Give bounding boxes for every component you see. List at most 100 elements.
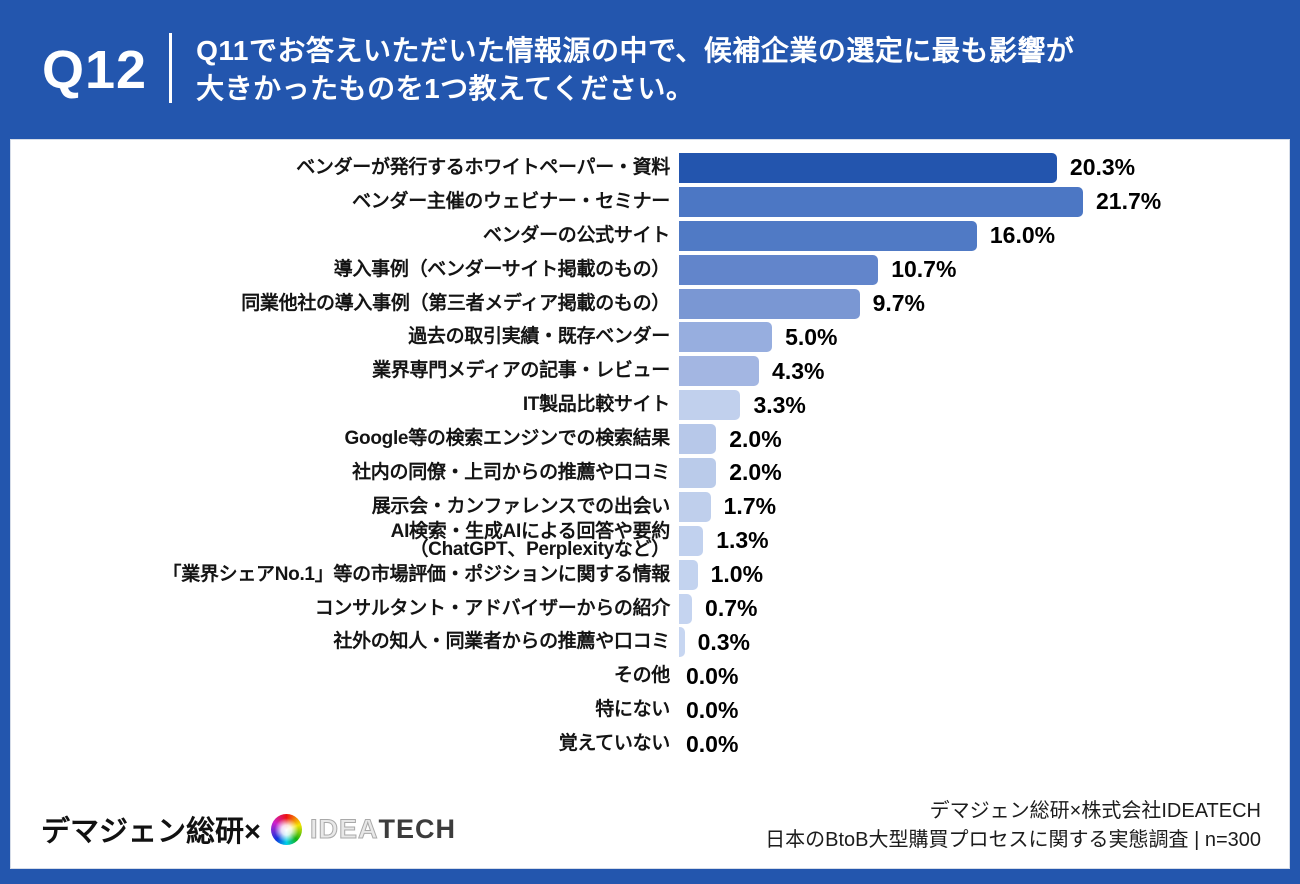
bar-area: 1.0%	[679, 558, 1289, 592]
value-label: 20.3%	[1069, 154, 1136, 181]
bar	[679, 525, 704, 556]
value-label: 1.0%	[710, 561, 764, 588]
logo-text-idea: IDEA	[309, 813, 379, 844]
value-label: 0.3%	[697, 628, 751, 655]
category-label: 覚えていない	[558, 733, 671, 755]
logo-text-tech: TECH	[378, 813, 456, 844]
value-label: 1.7%	[723, 493, 777, 520]
chart-row: 展示会・カンファレンスでの出会い 1.7%	[11, 490, 1289, 524]
bar	[679, 390, 741, 421]
chart-row: ベンダー主催のウェビナー・セミナー 21.7%	[11, 185, 1289, 219]
bar	[679, 254, 879, 285]
question-line-1: Q11でお答えいただいた情報源の中で、候補企業の選定に最も影響が	[196, 34, 1075, 66]
bar	[679, 593, 693, 624]
bar	[679, 491, 711, 522]
value-label: 2.0%	[729, 459, 782, 486]
bar-chart: ベンダーが発行するホワイトペーパー・資料 20.3% ベンダー主催のウェビナー・セミ…	[11, 151, 1289, 761]
category-label: 過去の取引実績・既存ベンダー	[408, 326, 670, 348]
category-label: ベンダーの公式サイト	[482, 224, 670, 246]
question-line-2: 大きかったものを1つ教えてください。	[196, 72, 695, 104]
source-line-2: 日本のBtoB大型購買プロセスに関する実態調査 | n=300	[765, 828, 1261, 851]
bar-area: 1.7%	[679, 490, 1289, 524]
ideatech-logo: IDEA TECH	[270, 813, 456, 845]
chart-row: 社外の知人・同業者からの推薦や口コミ 0.3%	[11, 625, 1289, 659]
category-label: コンサルタント・アドバイザーからの紹介	[314, 597, 671, 619]
bar	[679, 186, 1083, 217]
category-label: 特にない	[595, 699, 670, 721]
category-label: AI検索・生成AIによる回答や要約 （ChatGPT、Perplexityなど）	[390, 520, 671, 560]
value-label: 5.0%	[785, 323, 838, 350]
header-separator	[169, 32, 173, 103]
header: Q12 Q11でお答えいただいた情報源の中で、候補企業の選定に最も影響が 大きか…	[0, 0, 1300, 139]
value-label: 10.7%	[891, 256, 957, 283]
category-label: 展示会・カンファレンスでの出会い	[371, 495, 671, 517]
chart-card: ベンダーが発行するホワイトペーパー・資料 20.3% ベンダー主催のウェビナー・セミ…	[10, 139, 1290, 869]
bar-area: 4.3%	[679, 354, 1289, 388]
bar-area: 3.3%	[679, 388, 1289, 422]
bar-area: 16.0%	[679, 219, 1289, 253]
value-label: 0.0%	[686, 730, 739, 757]
category-label: 「業界シェアNo.1」等の市場評価・ポジションに関する情報	[162, 563, 671, 585]
value-label: 16.0%	[989, 222, 1056, 249]
value-label: 3.3%	[753, 391, 806, 418]
bar	[679, 322, 773, 353]
bar	[679, 220, 977, 251]
value-label: 2.0%	[729, 425, 782, 452]
bar-area: 2.0%	[679, 456, 1289, 490]
footer-left: デマジェン総研× IDEA TECH	[41, 808, 456, 850]
value-label: 0.7%	[705, 595, 758, 622]
chart-row: コンサルタント・アドバイザーからの紹介 0.7%	[11, 592, 1289, 626]
category-label: IT製品比較サイト	[522, 394, 670, 416]
value-label: 9.7%	[872, 290, 926, 316]
question-text: Q11でお答えいただいた情報源の中で、候補企業の選定に最も影響が 大きかったもの…	[196, 32, 1074, 108]
bar-area: 1.3%	[679, 524, 1289, 558]
chart-row: Google等の検索エンジンでの検索結果 2.0%	[11, 422, 1289, 456]
chart-row: 導入事例（ベンダーサイト掲載のもの） 10.7%	[11, 253, 1289, 287]
bar-area: 21.7%	[679, 185, 1289, 219]
value-label: 21.7%	[1096, 188, 1162, 215]
bar	[679, 152, 1057, 183]
category-label: 社内の同僚・上司からの推薦や口コミ	[352, 461, 670, 483]
bar-area: 0.3%	[679, 625, 1289, 659]
chart-row: ベンダーが発行するホワイトペーパー・資料 20.3%	[11, 151, 1289, 185]
question-number: Q12	[42, 39, 148, 100]
category-label: ベンダーが発行するホワイトペーパー・資料	[296, 156, 670, 178]
category-label: 導入事例（ベンダーサイト掲載のもの）	[333, 258, 671, 280]
chart-row: 覚えていない 0.0%	[11, 727, 1289, 761]
source-note: デマジェン総研×株式会社IDEATECH 日本のBtoB大型購買プロセスに関する…	[765, 797, 1261, 854]
category-label: 業界専門メディアの記事・レビュー	[372, 360, 670, 382]
bar-area: 0.7%	[679, 592, 1289, 626]
bar-area: 20.3%	[679, 151, 1289, 185]
bar	[679, 288, 860, 319]
chart-row: その他 0.0%	[11, 659, 1289, 693]
bar	[679, 424, 717, 455]
category-label: その他	[613, 665, 670, 687]
brand-text: デマジェン総研×	[41, 816, 261, 848]
bar	[679, 559, 698, 590]
chart-row: IT製品比較サイト 3.3%	[11, 388, 1289, 422]
value-label: 0.0%	[686, 696, 739, 723]
chart-row: 過去の取引実績・既存ベンダー 5.0%	[11, 320, 1289, 354]
value-label: 1.3%	[716, 527, 769, 554]
bar-area: 9.7%	[679, 287, 1289, 321]
category-label: 同業他社の導入事例（第三者メディア掲載のもの）	[241, 292, 670, 314]
value-label: 4.3%	[772, 357, 825, 384]
chart-row: 同業他社の導入事例（第三者メディア掲載のもの） 9.7%	[11, 287, 1289, 321]
chart-row: 業界専門メディアの記事・レビュー 4.3%	[11, 354, 1289, 388]
bar-area: 0.0%	[679, 727, 1289, 761]
bar	[679, 457, 717, 488]
category-label: ベンダー主催のウェビナー・セミナー	[352, 190, 670, 212]
bar-area: 0.0%	[679, 659, 1289, 693]
bar	[679, 356, 760, 387]
category-label: Google等の検索エンジンでの検索結果	[344, 428, 671, 450]
bar-area: 10.7%	[679, 253, 1289, 287]
category-label: 社外の知人・同業者からの推薦や口コミ	[333, 631, 670, 653]
bar-area: 2.0%	[679, 422, 1289, 456]
bar-area: 0.0%	[679, 693, 1289, 727]
chart-row: 社内の同僚・上司からの推薦や口コミ 2.0%	[11, 456, 1289, 490]
chart-row: ベンダーの公式サイト 16.0%	[11, 219, 1289, 253]
chart-row: AI検索・生成AIによる回答や要約 （ChatGPT、Perplexityなど）…	[11, 520, 1289, 560]
value-label: 0.0%	[686, 662, 739, 689]
chart-row: 特にない 0.0%	[11, 693, 1289, 727]
